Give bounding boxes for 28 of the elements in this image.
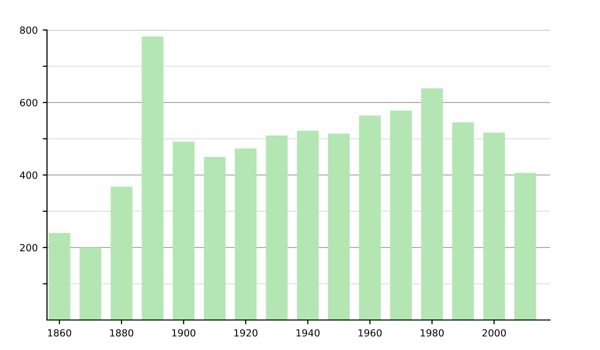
bar <box>142 36 164 320</box>
bar <box>110 186 132 320</box>
bar <box>390 110 412 320</box>
x-tick-label: 1920 <box>234 329 258 337</box>
x-tick-label: 1860 <box>48 329 72 337</box>
x-tick-label: 1900 <box>172 329 196 337</box>
y-tick-label: 400 <box>20 171 38 179</box>
bar <box>483 132 505 320</box>
x-tick-label: 1940 <box>296 329 320 337</box>
bar <box>80 248 102 320</box>
y-tick-label: 600 <box>20 98 38 106</box>
bar <box>266 135 288 320</box>
bar <box>328 134 350 320</box>
x-tick-label: 1960 <box>358 329 382 337</box>
bar <box>204 156 226 320</box>
bar <box>234 148 257 320</box>
x-tick-label: 1880 <box>110 329 134 337</box>
x-tick-label: 2000 <box>482 329 506 337</box>
x-tick-label: 1980 <box>420 329 444 337</box>
bar <box>421 88 443 320</box>
bar <box>452 122 474 320</box>
bar <box>296 130 319 320</box>
bar <box>359 116 381 320</box>
bar <box>172 142 194 320</box>
y-tick-label: 800 <box>20 26 38 34</box>
y-tick-label: 200 <box>20 244 38 252</box>
bar <box>514 172 536 320</box>
bar <box>48 233 70 320</box>
